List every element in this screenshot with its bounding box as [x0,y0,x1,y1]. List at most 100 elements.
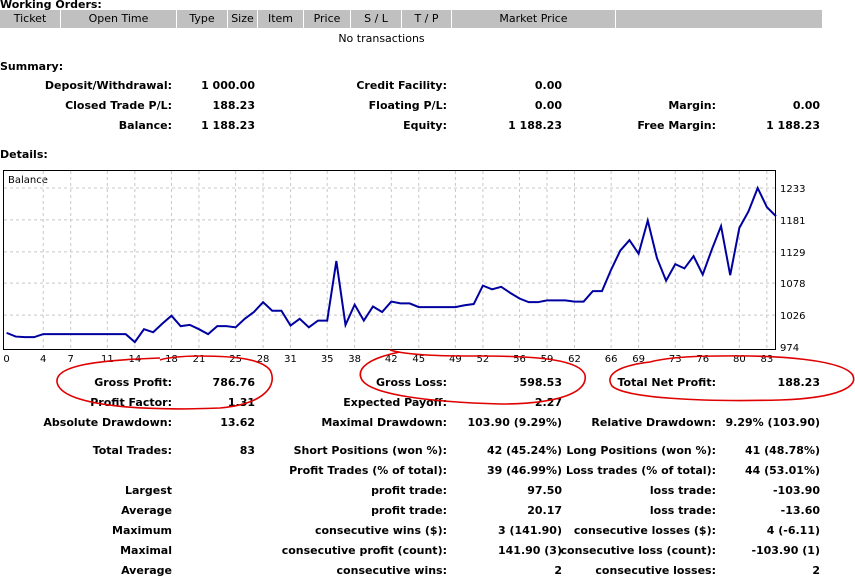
column-header: T / P [402,10,452,28]
stat-label: Maximum [112,524,172,537]
stat-label: Closed Trade P/L: [65,99,172,112]
x-tick-label: 56 [513,354,526,365]
x-tick-label: 25 [229,354,242,365]
x-tick-label: 31 [284,354,297,365]
stat-value: 44 (53.01%) [744,464,820,477]
stat-value: 97.50 [527,484,562,497]
balance-chart-svg: Balance 1233 1181 1129 1078 1026 974 0 4 7 11 14 18 2… [3,171,805,365]
stat-label: Gross Loss: [376,376,447,389]
x-tick-label: 62 [568,354,581,365]
stat-label: consecutive losses ($): [573,524,716,537]
x-tick-label: 0 [3,354,9,365]
column-header [616,10,823,28]
x-tick-label: 14 [128,354,141,365]
x-tick-label: 49 [449,354,462,365]
column-header: Market Price [452,10,616,28]
stat-label: Profit Trades (% of total): [289,464,447,477]
stat-value: 103.90 (9.29%) [467,416,563,429]
column-header: Open Time [61,10,177,28]
stat-label: Long Positions (won %): [566,444,716,457]
stat-value: 9.29% (103.90) [725,416,821,429]
y-tick-label: 1078 [780,279,805,290]
stat-value: 2.27 [534,396,562,409]
stat-label: consecutive profit (count): [281,544,447,557]
x-tick-label: 45 [412,354,425,365]
stat-label: consecutive wins: [336,564,447,577]
x-tick-label: 73 [669,354,682,365]
stat-label: Credit Facility: [356,79,447,92]
x-tick-label: 21 [193,354,206,365]
y-tick-label: 1129 [780,248,805,259]
stat-value: -103.90 [772,484,820,497]
x-tick-label: 18 [165,354,178,365]
x-tick-label: 52 [477,354,490,365]
stat-label: Average [121,504,172,517]
stat-value: 0.00 [792,99,820,112]
stat-value: 786.76 [212,376,255,389]
balance-line [6,185,777,344]
column-header: Type [177,10,228,28]
working-orders-title: Working Orders: [0,0,102,11]
stat-label: Total Net Profit: [617,376,717,389]
stat-label: Floating P/L: [368,99,447,112]
x-tick-label: 28 [257,354,270,365]
column-header: S / L [351,10,402,28]
x-tick-label: 42 [385,354,398,365]
x-tick-label: 66 [605,354,618,365]
y-tick-label: 1026 [780,311,805,322]
stat-value: 0.00 [534,99,562,112]
stat-value: 2 [812,564,820,577]
column-header: Item [258,10,304,28]
x-tick-label: 80 [733,354,746,365]
stat-value: 20.17 [527,504,562,517]
stat-label: Maximal Drawdown: [321,416,447,429]
x-tick-label: 76 [696,354,709,365]
stat-label: Loss trades (% of total): [565,464,716,477]
chart-title: Balance [8,175,48,186]
column-header: Size [228,10,258,28]
stat-label: Deposit/Withdrawal: [44,79,172,92]
stat-value: 1 188.23 [766,119,820,132]
stat-value: 188.23 [777,376,820,389]
balance-chart [3,170,776,350]
stat-label: Gross Profit: [94,376,172,389]
stat-value: 42 (45.24%) [486,444,562,457]
stat-value: 141.90 (3) [498,544,562,557]
stat-value: 83 [239,444,255,457]
x-tick-label: 83 [760,354,773,365]
stat-label: profit trade: [371,484,447,497]
stat-value: 1 188.23 [201,119,255,132]
stat-label: profit trade: [371,504,447,517]
stat-value: 3 (141.90) [498,524,562,537]
x-tick-label: 59 [541,354,554,365]
stat-value: 13.62 [220,416,255,429]
summary-title: Summary: [0,60,64,73]
x-tick-label: 69 [632,354,645,365]
stat-label: Expected Payoff: [343,396,447,409]
stat-label: Relative Drawdown: [591,416,716,429]
stat-value: 4 (-6.11) [766,524,820,537]
stat-label: Largest [125,484,172,497]
stat-value: 41 (48.78%) [744,444,820,457]
x-tick-label: 11 [101,354,114,365]
stat-value: 2 [554,564,562,577]
no-transactions-text: No transactions [338,32,425,45]
stat-label: Average [121,564,172,577]
x-tick-label: 7 [68,354,74,365]
stat-label: Profit Factor: [90,396,172,409]
x-tick-label: 38 [348,354,361,365]
y-tick-label: 974 [780,343,799,354]
stat-value: -103.90 (1) [751,544,820,557]
stat-value: 598.53 [519,376,562,389]
stat-label: loss trade: [649,504,716,517]
stat-label: Absolute Drawdown: [43,416,172,429]
column-header: Ticket [0,10,61,28]
stat-label: Equity: [403,119,447,132]
stat-label: Free Margin: [637,119,716,132]
y-tick-label: 1181 [780,216,805,227]
stat-value: 1.31 [227,396,255,409]
stat-label: consecutive loss (count): [560,544,716,557]
stat-value: 39 (46.99%) [486,464,562,477]
y-tick-label: 1233 [780,184,805,195]
